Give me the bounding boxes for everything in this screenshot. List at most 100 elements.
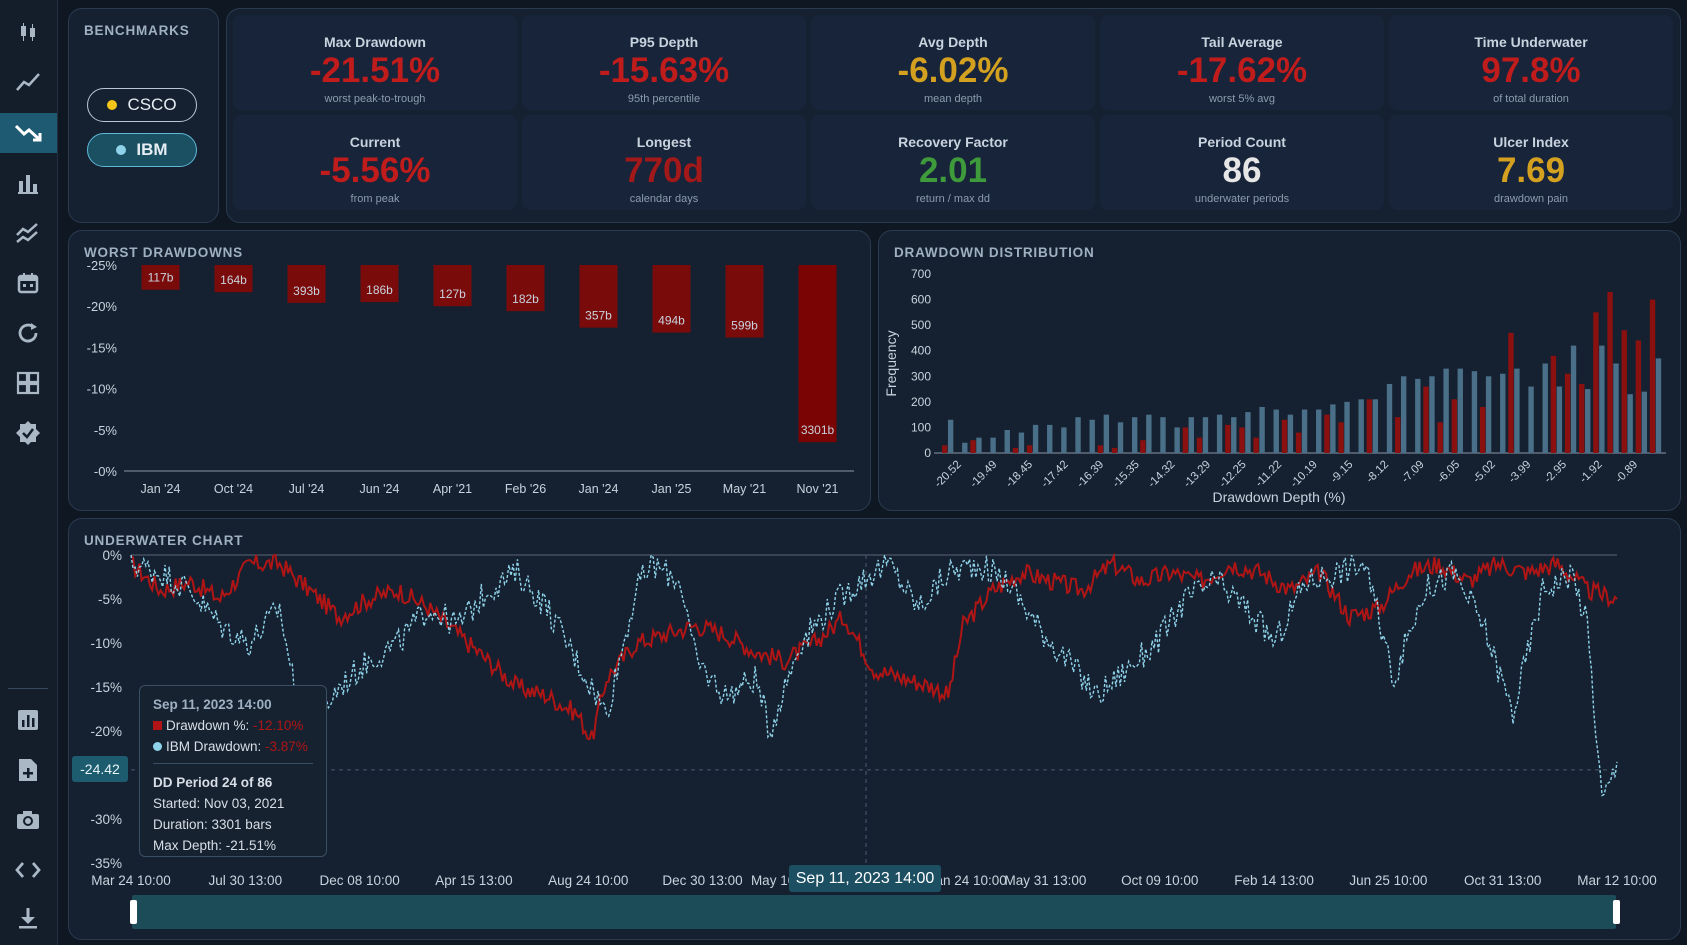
histogram-bar: [1273, 409, 1279, 453]
x-tick-label: -9.15: [1328, 459, 1355, 486]
histogram-bar: [1528, 386, 1534, 453]
histogram-bar: [976, 437, 982, 453]
histogram-bar: [1140, 440, 1146, 453]
x-tick-label: -14.32: [1146, 459, 1178, 491]
calendar-icon[interactable]: [8, 263, 48, 303]
range-slider-left-handle[interactable]: [130, 900, 137, 924]
bar-data-label: 494b: [658, 314, 685, 328]
bar-data-label: 3301b: [801, 423, 835, 437]
indicators-icon[interactable]: [8, 213, 48, 253]
y-tick-label: 300: [911, 369, 931, 383]
code-icon[interactable]: [8, 850, 48, 890]
benchmarks-title: BENCHMARKS: [84, 23, 190, 38]
benchmark-ibm-button[interactable]: IBM: [87, 133, 197, 167]
drawdown-bar: [214, 265, 253, 293]
histogram-bar: [1295, 432, 1302, 453]
histogram-bar: [1500, 373, 1506, 453]
tooltip-date: Sep 11, 2023 14:00: [153, 697, 272, 712]
histogram-bar: [1047, 424, 1053, 453]
refresh-icon[interactable]: [8, 313, 48, 353]
range-slider-right-handle[interactable]: [1613, 900, 1620, 924]
x-tick-label: -18.45: [1004, 459, 1036, 491]
drawdown-bar: [506, 265, 545, 312]
histogram-bar: [1032, 424, 1039, 453]
x-tick-label: -12.25: [1217, 459, 1249, 491]
csco-dot-icon: [107, 100, 118, 110]
metric-card: Max Drawdown -21.51% worst peak-to-trough: [233, 15, 517, 110]
tooltip-drawdown-row: Drawdown %: -12.10%: [153, 715, 313, 736]
drawdown-bar: [433, 265, 472, 307]
crosshair-y-readout: -24.42: [72, 756, 128, 782]
chart-tooltip: Sep 11, 2023 14:00 Drawdown %: -12.10% I…: [139, 685, 327, 857]
benchmark-csco-label: CSCO: [127, 95, 177, 114]
metric-label: Longest: [636, 134, 692, 150]
metric-sub: worst peak-to-trough: [324, 93, 426, 105]
histogram-bar: [962, 442, 968, 453]
drawdown-icon[interactable]: [0, 113, 57, 153]
y-tick-label: -5%: [94, 423, 118, 438]
histogram-bar: [1117, 422, 1124, 453]
histogram-bar: [1564, 373, 1571, 453]
histogram-bar: [1281, 419, 1288, 453]
camera-icon[interactable]: [8, 800, 48, 840]
histogram-bar: [1451, 399, 1458, 453]
x-axis-label: Drawdown Depth (%): [1212, 489, 1345, 505]
histogram-bar: [1593, 312, 1599, 453]
worst-drawdowns-chart: -25% -20% -15% -10% -5% -0% 117b Jan '24 164b Oct…: [87, 258, 854, 496]
metric-value: 97.8%: [1481, 51, 1581, 90]
y-tick-label: 200: [911, 395, 931, 409]
x-tick-label: Jan '25: [652, 482, 692, 496]
x-tick-label: Jul '24: [289, 482, 325, 496]
histogram-bar: [1627, 394, 1633, 453]
x-tick-label: Oct '24: [214, 482, 253, 496]
histogram-bar: [947, 419, 954, 453]
bar-data-label: 164b: [220, 273, 247, 287]
drawdown-bar: [725, 265, 764, 338]
histogram-bar: [1570, 345, 1577, 453]
x-tick-label: Jan '24: [579, 482, 619, 496]
report-icon[interactable]: [8, 700, 48, 740]
histogram-bar: [1131, 417, 1138, 453]
grid-icon[interactable]: [8, 363, 48, 403]
histogram-bar: [1316, 409, 1322, 453]
x-tick-label: -1.92: [1578, 459, 1605, 486]
y-tick-label: 500: [911, 318, 931, 332]
ibm-swatch-icon: [153, 742, 162, 751]
histogram-bar: [1550, 355, 1557, 453]
metric-card: Period Count 86 underwater periods: [1100, 115, 1384, 210]
line-chart-icon[interactable]: [8, 62, 48, 102]
x-tick-label: -7.09: [1400, 459, 1427, 486]
histogram-bar: [970, 440, 976, 453]
y-tick-label: 100: [911, 420, 931, 434]
sidebar-divider: [8, 688, 48, 689]
range-slider-track[interactable]: [132, 895, 1616, 929]
download-icon[interactable]: [8, 898, 48, 938]
metric-card: P95 Depth -15.63% 95th percentile: [522, 15, 806, 110]
metric-sub: of total duration: [1493, 93, 1569, 105]
tooltip-max-depth: Max Depth: -21.51%: [153, 838, 277, 853]
histogram-bar: [1579, 383, 1585, 453]
histogram-bar: [1239, 427, 1245, 453]
metric-value: -15.63%: [598, 51, 730, 90]
x-tick-label: -6.05: [1435, 459, 1462, 486]
candlestick-icon[interactable]: [8, 12, 48, 52]
histogram-bar: [1415, 378, 1421, 453]
bar-chart-icon[interactable]: [8, 163, 48, 203]
x-tick-label: -2.95: [1542, 459, 1569, 486]
tooltip-duration: Duration: 3301 bars: [153, 817, 272, 832]
benchmark-csco-button[interactable]: CSCO: [87, 88, 197, 122]
y-tick-label: -15%: [87, 340, 118, 355]
metric-label: Tail Average: [1201, 34, 1283, 50]
add-file-icon[interactable]: [8, 750, 48, 790]
x-tick-label: Jun '24: [360, 482, 400, 496]
histogram-bar: [1479, 406, 1486, 453]
tooltip-period: DD Period 24 of 86: [153, 775, 273, 790]
histogram-bar: [1103, 414, 1110, 453]
metrics-panel: Max Drawdown -21.51% worst peak-to-trough P…: [226, 8, 1681, 223]
y-tick-label: 400: [911, 344, 931, 358]
verified-icon[interactable]: [8, 413, 48, 453]
metric-label: Current: [349, 134, 401, 150]
x-tick-label: Feb '26: [505, 482, 546, 496]
histogram-bar: [1301, 409, 1308, 453]
metric-label: Recovery Factor: [898, 134, 1008, 150]
